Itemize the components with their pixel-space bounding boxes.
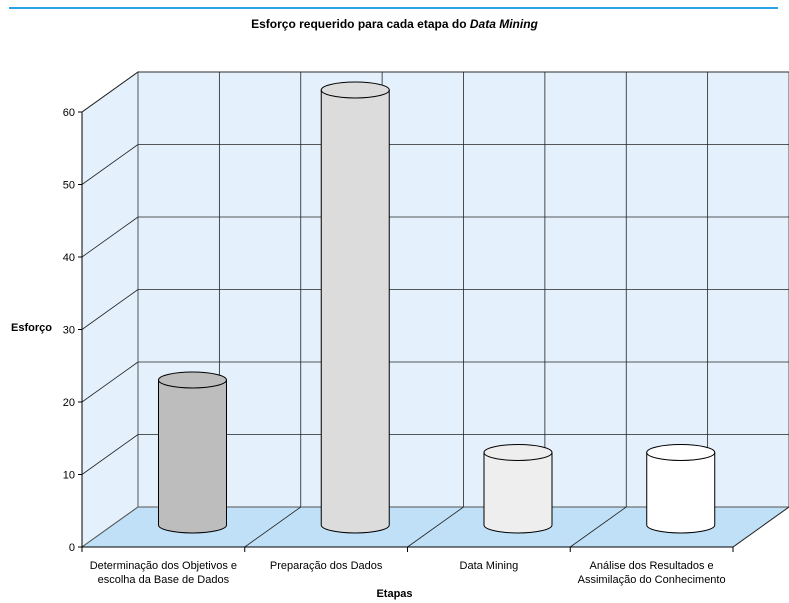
y-tick-label: 50 xyxy=(63,180,75,192)
bar xyxy=(483,444,553,534)
x-axis-label: Etapas xyxy=(376,588,413,600)
x-tick-label: Preparação dos Dados xyxy=(241,559,411,573)
x-tick-label-line: escolha da Base de Dados xyxy=(97,574,230,586)
y-tick-label: 0 xyxy=(69,542,75,554)
x-tick-label-line: Assimilação do Conhecimento xyxy=(577,574,726,586)
x-tick-label: Análise dos Resultados e Assimilação do C… xyxy=(567,559,737,587)
top-rule xyxy=(9,7,778,9)
y-tick-label: 40 xyxy=(63,252,75,264)
bar-top xyxy=(157,371,227,389)
x-tick-label: Data Mining xyxy=(404,559,574,573)
bar-body xyxy=(646,452,716,534)
grid-line-h-left xyxy=(81,216,139,258)
grid-line-h-left xyxy=(81,144,139,185)
bar xyxy=(646,444,716,534)
x-tick-label-line: Preparação dos Dados xyxy=(269,560,383,572)
bar-body xyxy=(157,379,227,534)
x-tick-label-line: Análise dos Resultados e xyxy=(589,560,714,572)
floor-depth-line xyxy=(732,506,789,548)
bar xyxy=(320,81,390,534)
bar-top xyxy=(483,444,553,461)
grid-line-h-left xyxy=(81,361,139,403)
y-tick-label: 60 xyxy=(63,107,75,119)
bar-body xyxy=(320,89,390,534)
bar-top xyxy=(646,444,716,461)
y-axis-label: Esforço xyxy=(11,322,52,334)
y-tick-label: 10 xyxy=(63,470,75,482)
x-tick-label-line: Determinação dos Objetivos e xyxy=(89,560,238,572)
x-tick-label: Determinação dos Objetivos e escolha da B… xyxy=(78,559,248,587)
y-tick-label: 30 xyxy=(63,325,75,337)
grid-line-h-left xyxy=(81,71,139,113)
chart-title-italic: Data Mining xyxy=(469,17,538,31)
bar-top xyxy=(320,81,390,99)
bar xyxy=(157,371,227,534)
floor-depth-line xyxy=(570,506,627,548)
chart-title-text: Esforço requerido para cada etapa do xyxy=(251,17,467,31)
grid-line-h-left xyxy=(81,289,139,330)
chart-title: Esforço requerido para cada etapa do Dat… xyxy=(0,17,789,31)
floor-depth-line xyxy=(244,506,301,548)
floor-depth-line xyxy=(407,506,464,548)
grid-line-h-left xyxy=(81,434,139,475)
x-tick-label-line: Data Mining xyxy=(459,560,519,572)
y-tick-label: 20 xyxy=(63,397,75,409)
bar-body xyxy=(483,452,553,534)
